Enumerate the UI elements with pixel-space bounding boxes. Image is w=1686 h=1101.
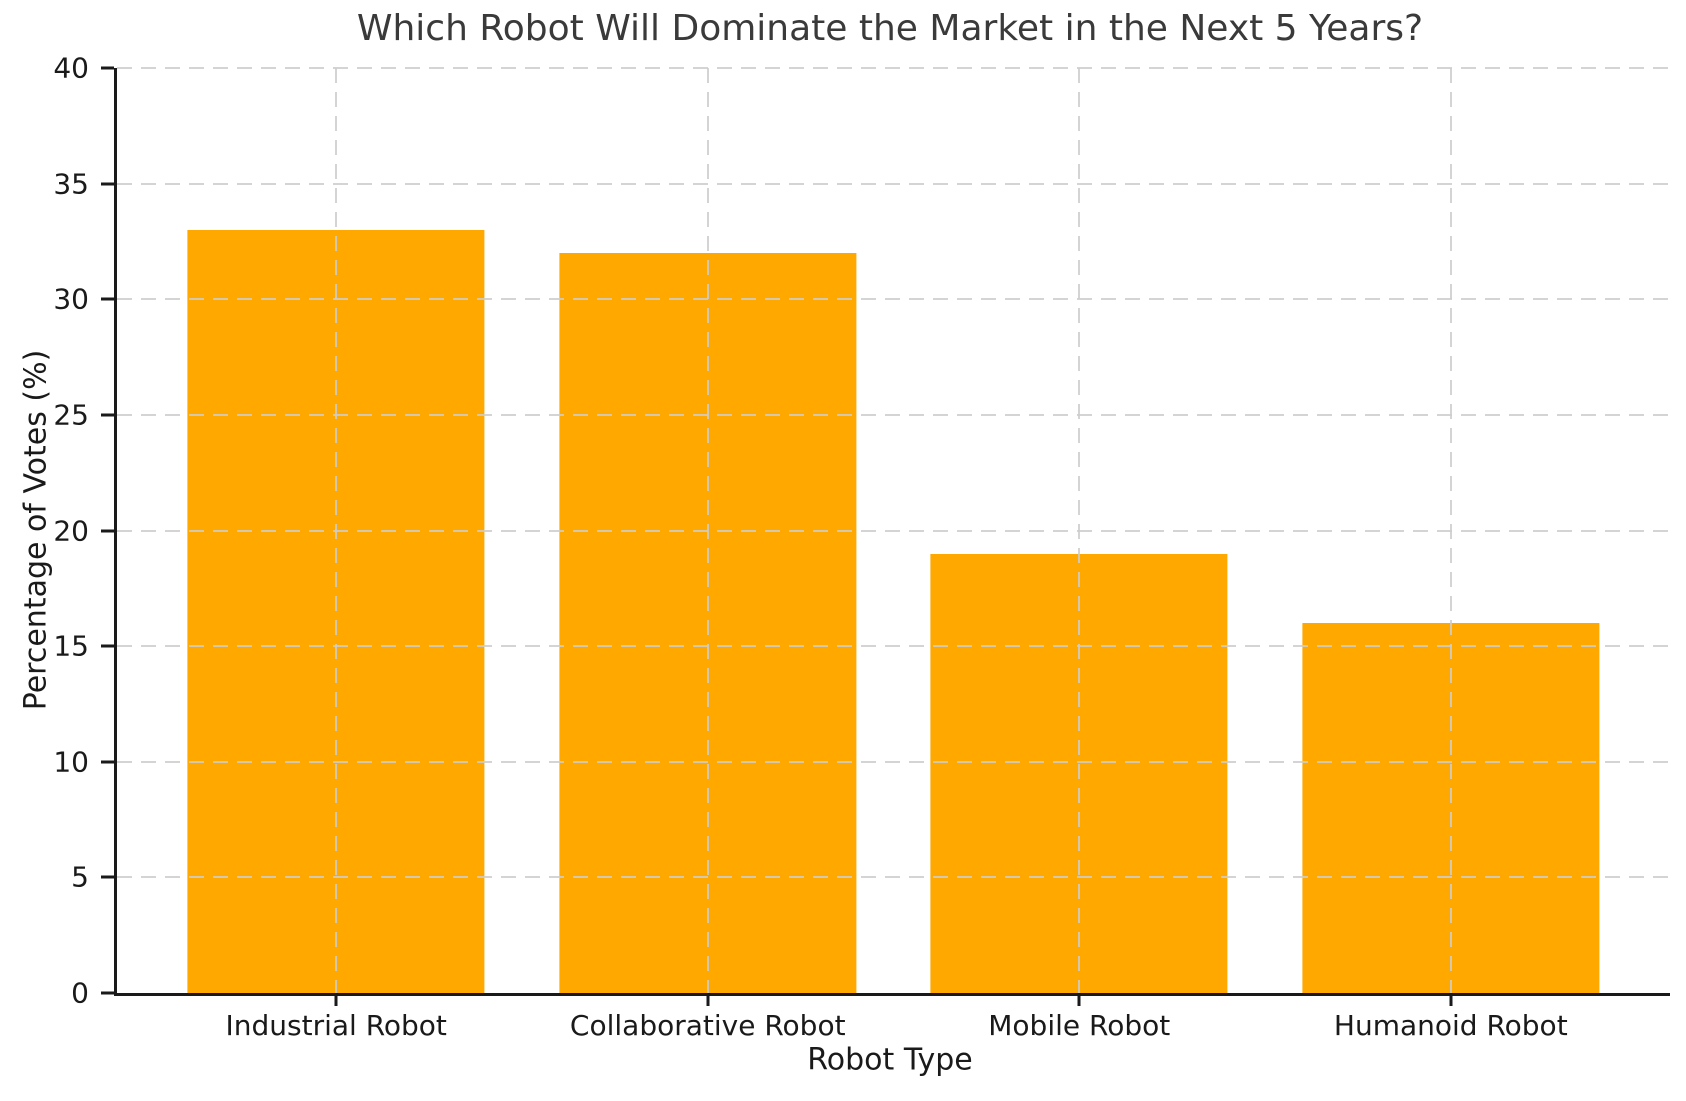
y-tick-label-0: 0: [71, 976, 89, 1010]
y-tick-mark-5: [101, 875, 114, 879]
y-tick-mark-10: [101, 760, 114, 764]
y-tick-label-20: 20: [53, 514, 89, 547]
x-tick-label-industrial-robot: Industrial Robot: [225, 1009, 447, 1042]
y-tick-mark-25: [101, 413, 114, 417]
y-tick-mark-20: [101, 529, 114, 532]
y-tick-label-40: 40: [53, 51, 89, 85]
bar-collaborative-robot: [559, 253, 857, 993]
x-tick-mark-industrial-robot: [334, 993, 338, 1006]
y-tick-label-25: 25: [53, 398, 89, 432]
chart-title: Which Robot Will Dominate the Market in …: [356, 8, 1424, 49]
x-tick-mark-humanoid-robot: [1449, 993, 1453, 1006]
y-tick-mark-0: [101, 991, 114, 995]
y-axis-label: Percentage of Votes (%): [18, 349, 54, 711]
y-tick-label-30: 30: [53, 282, 89, 316]
y-tick-mark-15: [101, 644, 114, 648]
bar-mobile-robot: [930, 553, 1228, 993]
x-tick-mark-mobile-robot: [1077, 993, 1081, 1006]
bar-humanoid-robot: [1302, 623, 1600, 993]
plot-area: 0 5 10 15 20 25 30 35 40 Industrial Robot Collabor…: [53, 52, 1670, 1042]
x-tick-label-humanoid-robot: Humanoid Robot: [1333, 1009, 1568, 1042]
y-tick-label-10: 10: [53, 745, 89, 779]
y-tick-label-35: 35: [53, 167, 89, 201]
y-tick-mark-35: [101, 182, 114, 186]
y-gridline-35: [117, 182, 1670, 185]
x-axis-label: Robot Type: [807, 1042, 973, 1078]
y-tick-label-15: 15: [53, 629, 89, 663]
x-tick-label-mobile-robot: Mobile Robot: [988, 1009, 1171, 1042]
x-tick-label-collaborative-robot: Collaborative Robot: [569, 1009, 846, 1042]
y-tick-label-5: 5: [71, 860, 89, 894]
x-tick-mark-collaborative-robot: [706, 993, 710, 1006]
y-tick-mark-30: [101, 297, 114, 301]
y-tick-mark-40: [101, 66, 114, 70]
bar-industrial-robot: [187, 229, 485, 993]
y-gridline-40: [117, 67, 1670, 69]
